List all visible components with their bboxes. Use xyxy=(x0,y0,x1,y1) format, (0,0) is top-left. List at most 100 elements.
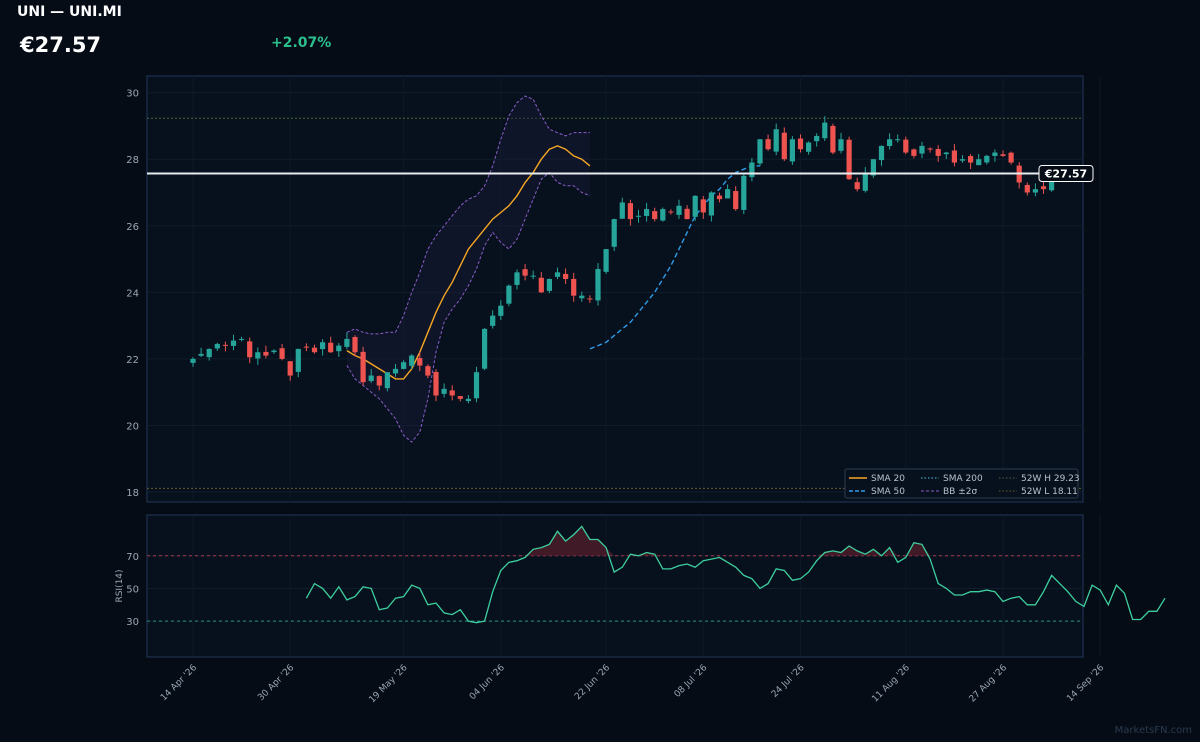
candle-body xyxy=(473,372,480,399)
candle-body xyxy=(417,358,423,366)
candle-body xyxy=(895,139,901,141)
legend-box xyxy=(844,468,1079,499)
candle-body xyxy=(870,159,876,176)
candle-body xyxy=(1040,186,1047,190)
candle-body xyxy=(457,396,463,399)
price-tick-label: 20 xyxy=(126,421,139,432)
candle-body xyxy=(352,337,358,353)
candle-body xyxy=(198,353,204,356)
candle-body xyxy=(563,273,569,280)
candle-body xyxy=(425,366,431,376)
candle-body xyxy=(984,155,990,163)
candle-body xyxy=(878,145,885,161)
legend-label: SMA 200 xyxy=(943,474,983,484)
candle-body xyxy=(806,142,812,152)
candle-body xyxy=(968,156,974,163)
candle-body xyxy=(854,182,860,190)
candle-body xyxy=(765,139,771,150)
candle-body xyxy=(619,202,625,219)
candle-body xyxy=(222,344,228,346)
candle-body xyxy=(959,159,966,161)
ticker-title: UNI — UNI.MI xyxy=(17,4,122,20)
candle-body xyxy=(716,195,723,200)
candle-body xyxy=(587,298,593,300)
bollinger-band-fill xyxy=(346,96,590,443)
candle-body xyxy=(741,175,747,210)
candle-body xyxy=(303,346,309,348)
candle-body xyxy=(230,340,237,346)
candle-body xyxy=(514,272,520,285)
rsi-line xyxy=(305,525,1166,624)
candle-body xyxy=(814,135,820,142)
candle-body xyxy=(498,305,504,316)
last-price: €27.57 xyxy=(20,33,102,57)
candle-body xyxy=(992,152,998,156)
candle-body xyxy=(571,278,577,296)
candle-body xyxy=(336,345,342,352)
candle-body xyxy=(255,352,261,359)
date-tick-label: 11 Aug '26 xyxy=(870,663,912,705)
rsi-axis-label: RSI(14) xyxy=(115,569,125,602)
candle-body xyxy=(530,275,536,277)
candle-body xyxy=(344,338,350,347)
price-tick-label: 28 xyxy=(126,155,139,166)
legend-label: SMA 20 xyxy=(871,474,905,484)
candle-body xyxy=(441,388,447,394)
candle-body xyxy=(595,269,601,301)
date-tick-label: 08 Jul '26 xyxy=(673,663,710,700)
price-tick-label: 22 xyxy=(126,355,139,366)
bollinger-upper-line xyxy=(346,95,590,335)
candle-body xyxy=(927,148,933,150)
rsi-tick-label: 50 xyxy=(126,584,139,595)
last-price-tag xyxy=(1038,165,1094,183)
candle-body xyxy=(287,361,293,376)
rsi-tick-label: 30 xyxy=(126,617,139,628)
candle-body xyxy=(797,138,804,150)
candle-body xyxy=(652,211,658,220)
candle-body xyxy=(684,208,690,220)
candle-body xyxy=(320,342,326,350)
candle-body xyxy=(846,139,852,180)
price-tick-label: 30 xyxy=(126,89,139,100)
candle-body xyxy=(725,189,731,199)
candle-body xyxy=(708,192,714,216)
candle-body xyxy=(392,368,399,374)
candle-body xyxy=(311,347,318,353)
candle-body xyxy=(247,341,253,358)
candle-body xyxy=(214,343,220,349)
candle-body xyxy=(773,129,779,152)
legend-label: 52W L 18.11 xyxy=(1021,487,1078,497)
candle-body xyxy=(692,195,698,217)
candle-body xyxy=(830,125,836,153)
candle-body xyxy=(903,139,909,153)
candle-body xyxy=(409,355,415,366)
date-tick-label: 14 Apr '26 xyxy=(159,663,199,703)
candle-body xyxy=(757,139,763,164)
candle-body xyxy=(822,122,828,139)
candle-body xyxy=(546,279,552,291)
legend-label: BB ±2σ xyxy=(943,487,977,497)
candle-body xyxy=(384,372,390,389)
candle-body xyxy=(611,219,617,247)
watermark: MarketsFN.com xyxy=(1114,725,1192,736)
date-tick-label: 04 Jun '26 xyxy=(468,663,507,702)
candle-body xyxy=(700,199,706,213)
candle-body xyxy=(295,348,301,372)
candle-body xyxy=(660,209,666,221)
candle-body xyxy=(935,149,941,156)
candle-body xyxy=(490,315,496,326)
candle-body xyxy=(635,215,642,217)
legend-label: 52W H 29.23 xyxy=(1021,474,1080,484)
sma50-line xyxy=(589,165,760,350)
price-panel xyxy=(146,75,1084,503)
date-tick-label: 27 Aug '26 xyxy=(968,663,1010,705)
candle-body xyxy=(733,191,739,210)
candle-body xyxy=(1000,154,1006,156)
candle-body xyxy=(465,398,471,402)
candle-body xyxy=(911,149,917,156)
candle-body xyxy=(887,139,893,147)
date-tick-label: 30 Apr '26 xyxy=(256,663,296,703)
date-tick-label: 14 Sep '26 xyxy=(1065,663,1106,704)
price-change: +2.07% xyxy=(271,35,332,51)
